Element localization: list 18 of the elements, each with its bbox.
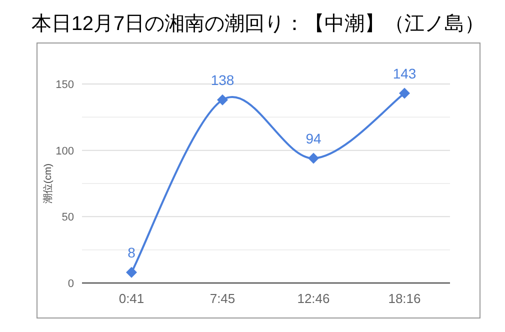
point: [217, 94, 228, 106]
x-tick-label: 18:16: [388, 291, 421, 306]
y-tick-label: 100: [56, 145, 74, 158]
y-tick-label: 50: [62, 212, 74, 224]
title: 本日12月7日の湘南の潮回り：【中潮】（江ノ島）: [31, 13, 485, 35]
point: [399, 88, 410, 99]
y-tick-label: 150: [56, 79, 74, 91]
data-label: 94: [306, 130, 322, 146]
x-tick-label: 0:41: [118, 291, 144, 306]
point: [308, 152, 319, 164]
x-tick-label: 12:46: [297, 291, 330, 306]
data-label: 138: [210, 72, 234, 88]
y-axis-title: 潮位(cm): [42, 164, 54, 204]
y-tick-label: 0: [68, 278, 74, 290]
data-label: 8: [128, 244, 136, 260]
x-tick-label: 7:45: [210, 291, 236, 306]
point: [126, 266, 137, 278]
data-label: 143: [392, 65, 416, 82]
